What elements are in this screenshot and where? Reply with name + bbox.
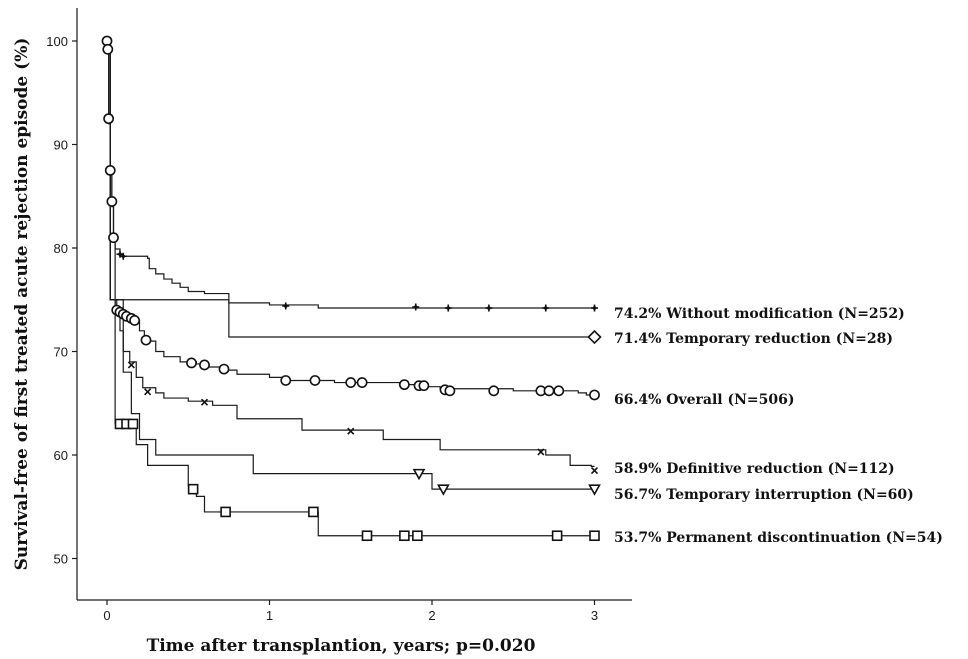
curve-temporary-interruption xyxy=(107,40,595,490)
censor-marker-overall xyxy=(543,385,555,397)
series-label-temporary-reduction: 71.4% Temporary reduction (N=28) xyxy=(614,331,893,347)
censor-marker-overall xyxy=(104,164,116,176)
censor-marker-overall xyxy=(102,43,114,55)
censor-marker-temporary-interruption xyxy=(588,484,601,496)
censor-marker-without-modification xyxy=(282,302,290,310)
censor-marker-overall xyxy=(398,379,410,391)
y-axis-title: Survival-free of first treated acute rej… xyxy=(12,38,32,571)
curve-temporary-reduction xyxy=(107,40,595,338)
curve-definitive-reduction xyxy=(107,40,595,467)
series-label-permanent-discontinuation: 53.7% Permanent discontinuation (N=54) xyxy=(614,530,943,546)
censor-marker-permanent-discontinuation xyxy=(551,530,563,542)
censor-marker-overall xyxy=(488,385,500,397)
y-ticks: 50 60 70 80 90 100 xyxy=(46,34,77,567)
censor-marker-definitive-reduction xyxy=(127,361,135,369)
censor-marker-overall xyxy=(199,359,210,371)
censor-marker-overall xyxy=(418,380,430,392)
censor-marker-definitive-reduction xyxy=(590,466,599,475)
censor-marker-temporary-interruption xyxy=(412,468,426,481)
y-tick-label: 90 xyxy=(54,138,68,153)
x-tick-label: 2 xyxy=(428,608,435,623)
survival-curves xyxy=(107,40,596,537)
censor-marker-definitive-reduction xyxy=(537,448,545,456)
censor-marker-overall xyxy=(589,389,600,401)
censor-marker-permanent-discontinuation xyxy=(308,506,319,518)
censor-marker-overall xyxy=(345,377,357,388)
censor-marker-without-modification xyxy=(591,304,598,312)
series-label-overall: 66.4% Overall (N=506) xyxy=(614,392,794,408)
curve-permanent-discontinuation xyxy=(107,40,595,537)
censor-marker-without-modification xyxy=(542,304,550,312)
y-tick-label: 80 xyxy=(54,241,68,256)
plot-area xyxy=(76,8,632,601)
y-tick-label: 100 xyxy=(46,34,68,49)
censor-marker-overall xyxy=(356,377,368,388)
censor-marker-overall xyxy=(444,385,456,397)
x-tick-label: 1 xyxy=(266,608,273,623)
censor-marker-definitive-reduction xyxy=(347,427,355,435)
curve-without-modification xyxy=(107,40,595,309)
censor-marker-without-modification xyxy=(485,304,493,312)
censor-marker-definitive-reduction xyxy=(200,398,209,406)
series-label-definitive-reduction: 58.9% Definitive reduction (N=112) xyxy=(614,461,895,477)
x-tick-label: 3 xyxy=(591,608,598,623)
censor-marker-permanent-discontinuation xyxy=(589,530,600,542)
series-labels: 74.2% Without modification (N=252) 71.4% … xyxy=(614,306,943,546)
series-label-temporary-interruption: 56.7% Temporary interruption (N=60) xyxy=(614,487,914,503)
censor-marker-overall xyxy=(129,315,141,326)
censor-markers xyxy=(101,35,602,542)
x-ticks: 0 1 2 3 xyxy=(103,600,598,623)
censor-marker-overall xyxy=(280,375,292,386)
censor-marker-without-modification xyxy=(119,252,127,260)
series-label-without-modification: 74.2% Without modification (N=252) xyxy=(614,306,905,322)
censor-marker-without-modification xyxy=(412,303,420,311)
censor-marker-permanent-discontinuation xyxy=(127,418,139,430)
x-tick-label: 0 xyxy=(103,608,110,623)
censor-marker-permanent-discontinuation xyxy=(399,530,410,542)
censor-marker-permanent-discontinuation xyxy=(187,483,199,495)
censor-marker-permanent-discontinuation xyxy=(220,506,231,518)
censor-marker-overall xyxy=(140,334,152,346)
censor-marker-overall xyxy=(106,196,118,207)
censor-marker-overall xyxy=(103,113,115,125)
censor-marker-overall xyxy=(108,232,119,244)
censor-marker-overall xyxy=(186,357,197,369)
y-tick-label: 60 xyxy=(54,448,68,463)
censor-marker-without-modification xyxy=(444,304,452,312)
x-axis-title: Time after transplantion, years; p=0.020 xyxy=(147,636,536,656)
censor-marker-overall xyxy=(309,375,321,386)
censor-marker-permanent-discontinuation xyxy=(412,530,423,542)
censor-marker-temporary-interruption xyxy=(437,484,450,496)
censor-marker-permanent-discontinuation xyxy=(361,530,373,542)
censor-marker-definitive-reduction xyxy=(144,388,152,396)
y-tick-label: 50 xyxy=(54,552,68,567)
censor-marker-overall xyxy=(553,385,565,397)
censor-marker-overall xyxy=(218,363,230,375)
censor-marker-temporary-reduction xyxy=(587,329,602,345)
curve-overall xyxy=(107,40,596,397)
y-tick-label: 70 xyxy=(54,345,68,360)
